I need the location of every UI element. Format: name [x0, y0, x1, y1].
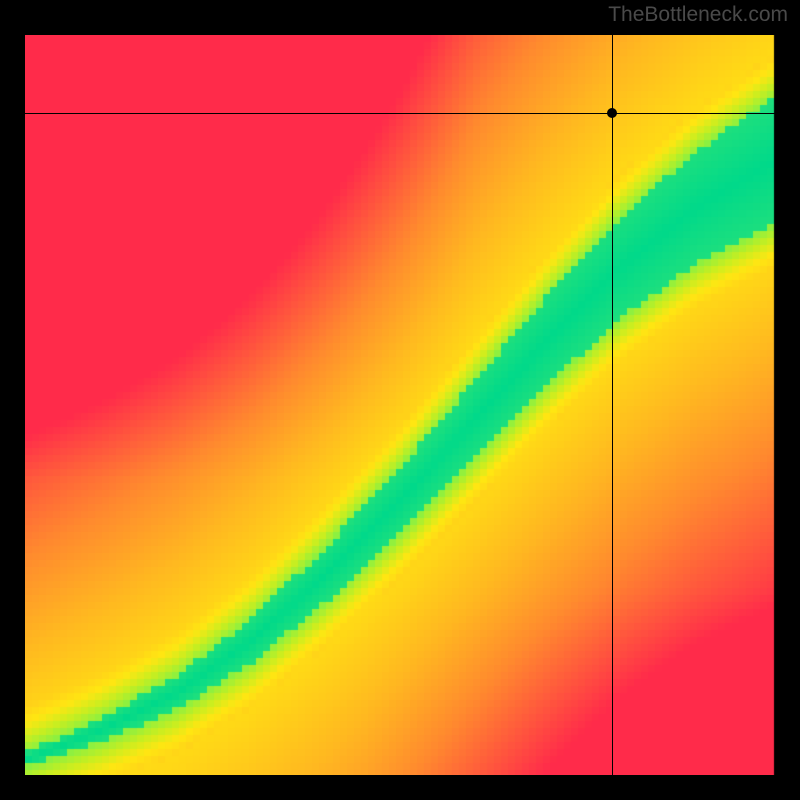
crosshair-horizontal	[25, 113, 775, 114]
watermark-text: TheBottleneck.com	[608, 3, 788, 27]
heatmap-canvas	[25, 35, 775, 775]
chart-container: TheBottleneck.com	[0, 0, 800, 800]
marker-dot	[607, 108, 617, 118]
crosshair-vertical	[612, 35, 613, 775]
plot-area	[25, 35, 775, 775]
